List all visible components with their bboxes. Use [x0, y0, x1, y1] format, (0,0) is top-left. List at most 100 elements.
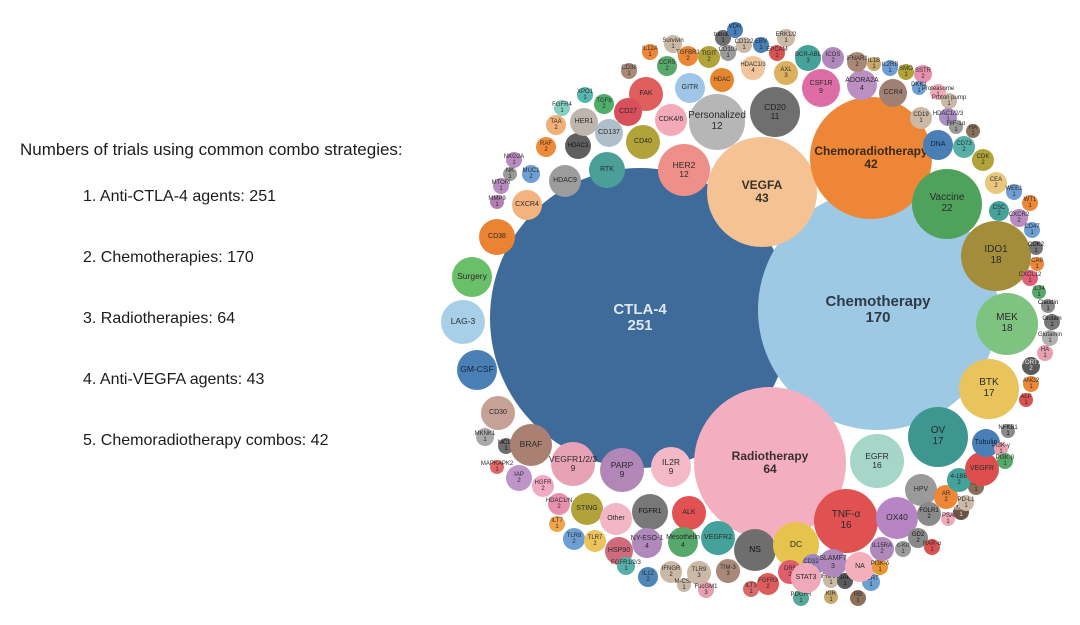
- bubble-label: CD47: [1024, 223, 1040, 230]
- bubble-vegfr1-2-3: VEGFR1/2/3 9: [548, 442, 598, 486]
- bubble-label: DR5: [783, 565, 796, 572]
- bubble-value: 18: [1001, 323, 1013, 334]
- bubble-label: Survivin: [662, 37, 684, 44]
- bubble-label: HA: [968, 124, 978, 131]
- bubble-label: VEGFR1/2/3: [548, 453, 598, 464]
- bubble-value: 2: [646, 577, 650, 583]
- bubble-label: IL2R: [662, 456, 680, 467]
- bubble-value: 12: [711, 121, 723, 132]
- bubble-label: SMO: [899, 65, 913, 72]
- bubble-label: TGFb: [596, 97, 612, 104]
- bubble-fucgm1: FucGM1 3: [695, 582, 718, 598]
- bubble-label: ADORA2A: [845, 77, 879, 85]
- bubble-mek: MEK 18: [976, 293, 1038, 355]
- bubble-hif-1-: HIF-1α 1: [946, 120, 966, 134]
- bubble-wee1: WEE1 1: [1006, 184, 1023, 200]
- bubble-label: MTORi: [491, 179, 511, 186]
- bubble-label: IL12A: [642, 45, 658, 52]
- bubble-il2rb: IL2RB 1: [882, 60, 898, 76]
- bubble-value: 22: [941, 203, 953, 214]
- bubble-ebv: EBV 1: [753, 37, 769, 53]
- bubble-value: 2: [927, 514, 931, 520]
- bubble-smo: SMO 1: [898, 64, 914, 80]
- bubble-hdac3: HDAC3: [565, 133, 591, 159]
- bubble-cd30: CD30: [481, 396, 515, 430]
- bubble-hdac1-n: HDAC1/N 2: [545, 493, 573, 515]
- bubble-label: ILT7: [551, 517, 563, 524]
- bubble-label: IL34: [1033, 285, 1045, 292]
- bubble-label: IDO1: [984, 244, 1008, 256]
- bubble-ha: HA 1: [966, 124, 980, 138]
- bubble-btk: BTK 17: [959, 359, 1019, 419]
- bubble-label: WT1: [1023, 196, 1037, 203]
- bubble-value: 1: [1037, 292, 1041, 298]
- bubble-value: 1: [499, 186, 503, 192]
- bubble-label: CD73: [956, 140, 972, 147]
- bubble-label: HDAC1/N: [545, 497, 573, 504]
- bubble-label: CD32A: [803, 558, 823, 565]
- bubble-nkg2a: NKG2A 1: [504, 152, 524, 168]
- bubble-value: 2: [686, 56, 690, 62]
- bubble-label: PSA: [941, 512, 954, 519]
- bubble-gm-csf: GM-CSF: [457, 350, 497, 390]
- bubble-cd19: CD19 1: [910, 107, 932, 129]
- bubble-ilt3: ILT3 1: [743, 581, 759, 597]
- bubble-value: 3: [726, 571, 730, 577]
- bubble-il1b: IL1B 1: [867, 57, 881, 71]
- bubble-value: 1: [560, 108, 564, 114]
- bubble-value: 1: [1012, 192, 1016, 198]
- bubble-label: PI3K-γ: [992, 442, 1011, 449]
- bubble-value: 2: [1017, 218, 1021, 224]
- bubble-label: RTK: [600, 166, 614, 174]
- bubble-value: 64: [763, 462, 777, 476]
- bubble-value: 1: [888, 68, 892, 74]
- bubble-label: STAT3: [795, 574, 817, 582]
- bubble-label: HDAC3: [567, 142, 589, 149]
- bubble-label: HIF-1α: [946, 120, 966, 127]
- bubble-value: 1: [1046, 306, 1050, 312]
- bubble-value: 4: [681, 542, 685, 549]
- bubble-value: 1: [919, 118, 923, 124]
- bubble-cxcr2: CXCR2 2: [1009, 209, 1029, 227]
- bubble-pdgfr: PDGFR 1: [791, 590, 812, 606]
- bubble-value: 16: [872, 460, 882, 470]
- bubble-label: RAF: [540, 140, 552, 147]
- bubble-label: TLR7: [587, 534, 603, 541]
- bubble-dkk1: DKK1 1: [911, 81, 927, 95]
- bubble-csf1r: CSF1R 9: [802, 69, 840, 107]
- bubble-value: 43: [755, 191, 769, 205]
- bubble-label: CA9: [1031, 257, 1043, 264]
- bubble-label: CDK: [976, 153, 990, 160]
- bubble-label: SSTR: [914, 67, 931, 74]
- bubble-cd137: CD137: [595, 119, 623, 147]
- bubble-label: FGFR1: [638, 508, 662, 516]
- bubble-her1: HER1: [570, 108, 598, 136]
- bubble-c-kit: c-Kit 1: [895, 541, 911, 557]
- bubble-label: BCR-ABL: [795, 51, 822, 58]
- bubble-label: CEA: [989, 176, 1003, 183]
- bubble-value: 2: [944, 497, 948, 503]
- bubble-value: 1: [1034, 248, 1038, 254]
- bubble-label: TGFBR1: [676, 49, 700, 56]
- bubble-value: 2: [529, 174, 533, 180]
- bubble-value: 1: [759, 45, 763, 51]
- bubble-pi3k-: PI3K-δ 1: [871, 559, 889, 575]
- bubble-cdk: CDK 2: [972, 149, 994, 171]
- bubble-value: 3: [784, 73, 788, 79]
- bubble-ccr4: CCR4: [879, 79, 907, 107]
- bubble-label: MUC1: [522, 167, 540, 174]
- bubble-label: VEGFR2: [703, 534, 732, 542]
- bubble-value: 1: [946, 519, 950, 525]
- bubble-tgfbr1: TGFBR1 2: [676, 46, 700, 66]
- bubble-value: 2: [994, 183, 998, 189]
- bubble-label: CD19: [913, 111, 929, 118]
- bubble-label: DC: [789, 539, 803, 550]
- bubble-tigit: TIGIT 2: [698, 46, 720, 68]
- bubble-value: 2: [544, 147, 548, 153]
- bubble-label: STING: [576, 505, 598, 513]
- bubble-label: HER1: [574, 118, 594, 126]
- bubble-label: Surgery: [457, 271, 487, 282]
- bubble-value: 1: [1043, 353, 1047, 359]
- bubble-label: IL12: [642, 570, 654, 577]
- bubble-label: Radiotherapy: [731, 449, 809, 464]
